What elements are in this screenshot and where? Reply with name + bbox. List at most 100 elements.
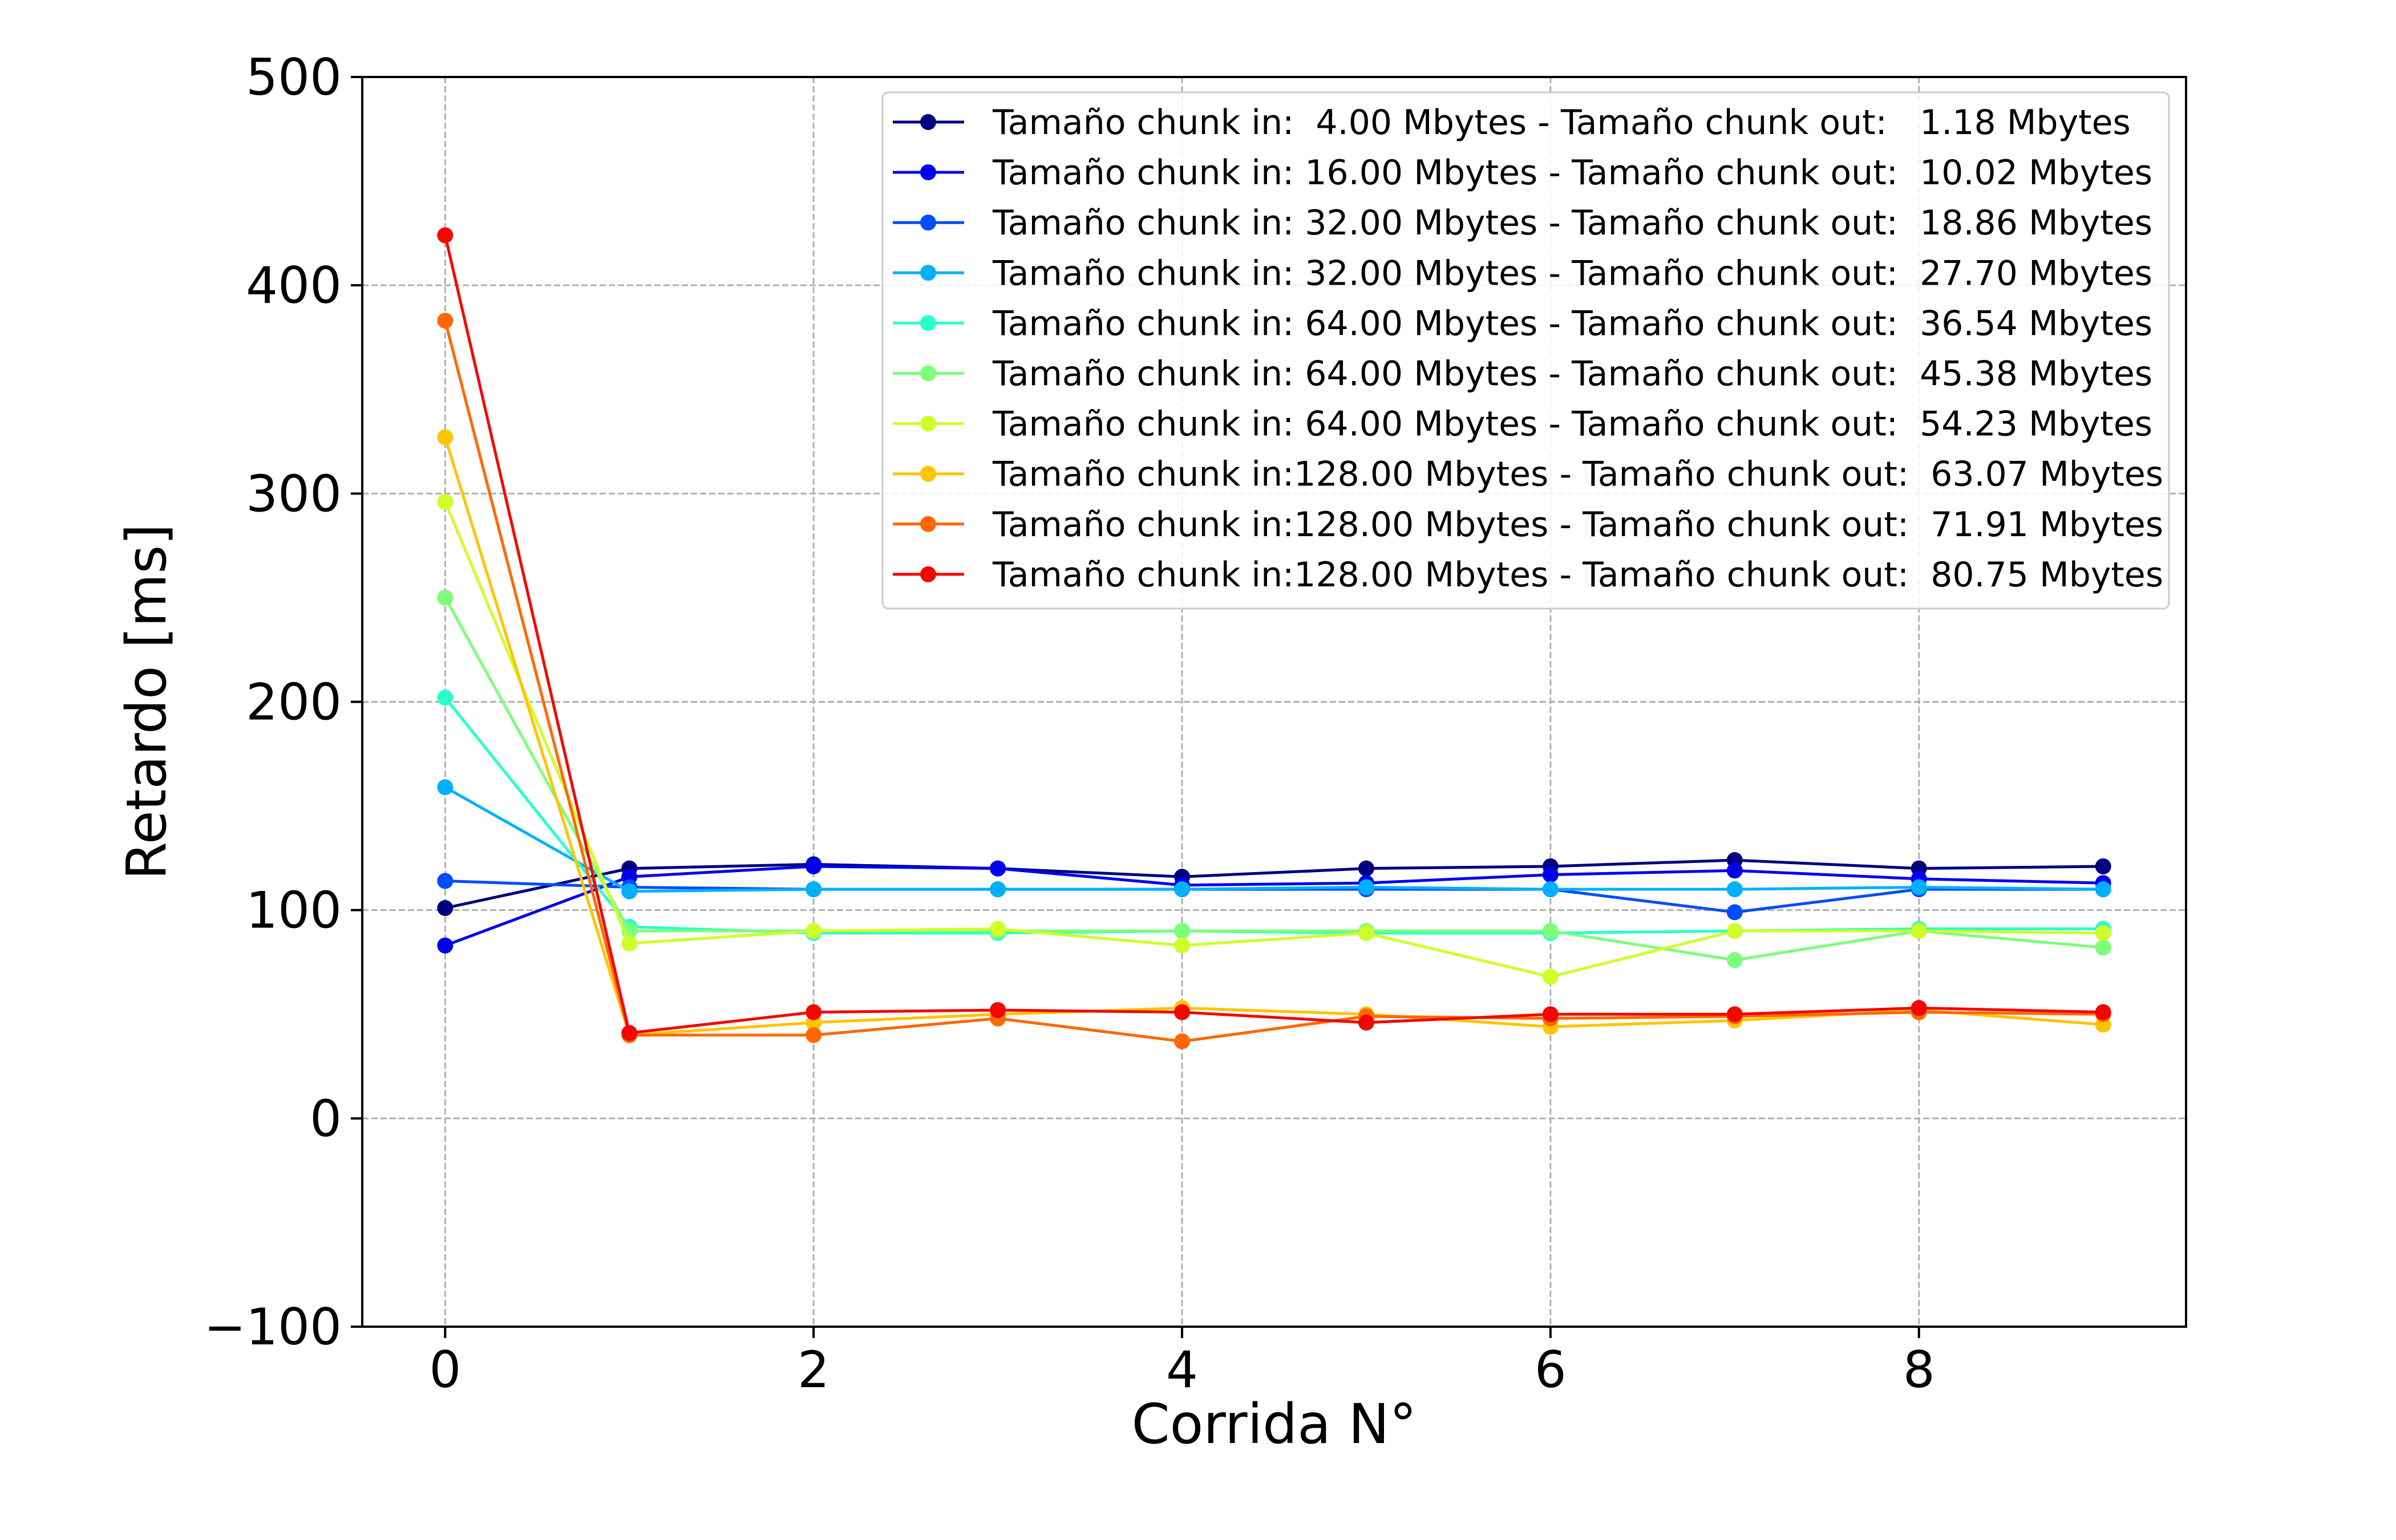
- legend-item: Tamaño chunk in: 16.00 Mbytes - Tamaño c…: [893, 153, 2152, 193]
- legend-marker: [920, 566, 936, 582]
- legend-marker: [920, 465, 936, 482]
- data-point: [1542, 881, 1559, 898]
- data-point: [437, 690, 454, 706]
- legend-label: Tamaño chunk in: 64.00 Mbytes - Tamaño c…: [992, 404, 2152, 444]
- legend-label: Tamaño chunk in: 32.00 Mbytes - Tamaño c…: [992, 253, 2152, 293]
- data-point: [2095, 881, 2111, 898]
- series-line: [445, 880, 2103, 914]
- data-point: [1542, 968, 1559, 985]
- data-point: [1174, 1004, 1191, 1020]
- series-line: [444, 501, 2103, 979]
- x-tick-label: 0: [429, 1340, 461, 1399]
- data-point: [1726, 881, 1743, 898]
- legend-label: Tamaño chunk in: 64.00 Mbytes - Tamaño c…: [992, 354, 2152, 394]
- y-tick-label: −100: [204, 1298, 342, 1356]
- legend-label: Tamaño chunk in: 16.00 Mbytes - Tamaño c…: [992, 153, 2152, 193]
- data-point: [1911, 1000, 1927, 1016]
- legend-item: Tamaño chunk in: 64.00 Mbytes - Tamaño c…: [893, 303, 2152, 343]
- series-line: [444, 865, 2103, 947]
- data-point: [990, 860, 1006, 877]
- data-point: [437, 779, 454, 796]
- legend-label: Tamaño chunk in:128.00 Mbytes - Tamaño c…: [992, 455, 2163, 495]
- data-point: [990, 881, 1006, 898]
- data-point: [1358, 1014, 1374, 1031]
- data-point: [1358, 925, 1374, 941]
- series-line: [444, 597, 2103, 962]
- data-point: [2095, 939, 2111, 956]
- data-point: [621, 883, 638, 899]
- legend-item: Tamaño chunk in: 64.00 Mbytes - Tamaño c…: [893, 404, 2152, 444]
- legend-label: Tamaño chunk in: 4.00 Mbytes - Tamaño ch…: [992, 103, 2131, 143]
- data-point: [621, 1025, 638, 1041]
- series-4: [437, 779, 2111, 899]
- legend-label: Tamaño chunk in:128.00 Mbytes - Tamaño c…: [992, 555, 2163, 595]
- data-point: [437, 873, 454, 889]
- data-point: [437, 589, 454, 606]
- data-point: [2095, 1004, 2111, 1020]
- y-tick-label: 300: [246, 464, 342, 523]
- data-point: [2095, 858, 2111, 874]
- y-axis-label: Retardo [ms]: [115, 524, 179, 880]
- y-tick-label: 0: [310, 1089, 342, 1148]
- data-point: [1174, 923, 1191, 939]
- data-point: [1726, 904, 1743, 921]
- series-6: [437, 589, 2111, 968]
- x-tick-label: 4: [1166, 1340, 1198, 1399]
- y-tick-label: 500: [246, 48, 342, 107]
- legend-marker: [920, 214, 936, 231]
- data-point: [806, 1004, 822, 1020]
- series-line: [444, 858, 2103, 910]
- data-point: [1358, 879, 1374, 895]
- data-point: [437, 429, 454, 445]
- data-point: [990, 1002, 1006, 1018]
- data-point: [437, 900, 454, 917]
- legend-item: Tamaño chunk in: 64.00 Mbytes - Tamaño c…: [893, 354, 2152, 394]
- data-point: [2095, 925, 2111, 941]
- data-point: [1911, 923, 1927, 939]
- legend-item: Tamaño chunk in: 32.00 Mbytes - Tamaño c…: [893, 203, 2152, 243]
- data-point: [1174, 881, 1191, 898]
- x-tick-label: 8: [1903, 1340, 1935, 1399]
- series-line: [443, 320, 2103, 1043]
- legend-item: Tamaño chunk in: 4.00 Mbytes - Tamaño ch…: [893, 103, 2131, 143]
- data-point: [1726, 952, 1743, 968]
- data-point: [1542, 1006, 1559, 1023]
- legend-marker: [920, 315, 936, 331]
- x-axis-label: Corrida N°: [1132, 1392, 1417, 1456]
- legend-label: Tamaño chunk in: 64.00 Mbytes - Tamaño c…: [992, 303, 2152, 343]
- series-5: [437, 690, 2111, 941]
- y-tick-label: 100: [246, 881, 342, 940]
- data-point: [437, 937, 454, 954]
- legend: Tamaño chunk in: 4.00 Mbytes - Tamaño ch…: [881, 91, 2170, 610]
- legend-marker: [920, 114, 936, 130]
- legend-box: [881, 91, 2170, 610]
- legend-label: Tamaño chunk in:128.00 Mbytes - Tamaño c…: [992, 505, 2163, 545]
- legend-marker: [920, 265, 936, 281]
- legend-item: Tamaño chunk in: 32.00 Mbytes - Tamaño c…: [893, 253, 2152, 293]
- legend-item: Tamaño chunk in:128.00 Mbytes - Tamaño c…: [893, 455, 2163, 495]
- series-10: [437, 227, 2111, 1041]
- legend-marker: [920, 516, 936, 532]
- data-point: [1911, 879, 1927, 895]
- y-tick-label: 200: [246, 673, 342, 732]
- series-line: [443, 234, 2103, 1035]
- data-point: [1726, 923, 1743, 939]
- legend-marker: [920, 164, 936, 181]
- data-point: [806, 923, 822, 939]
- legend-marker: [920, 365, 936, 382]
- data-point: [990, 921, 1006, 937]
- data-point: [1726, 862, 1743, 879]
- data-point: [806, 858, 822, 874]
- series-7: [437, 493, 2111, 985]
- legend-label: Tamaño chunk in: 32.00 Mbytes - Tamaño c…: [992, 203, 2152, 243]
- series-3: [437, 873, 2111, 921]
- data-point: [1542, 923, 1559, 939]
- data-point: [806, 1027, 822, 1043]
- ticks: 0 2 4 6 8 −100 0 100 200 300 400 500: [204, 48, 1934, 1399]
- legend-item: Tamaño chunk in:128.00 Mbytes - Tamaño c…: [893, 555, 2163, 595]
- data-point: [806, 881, 822, 898]
- data-point: [621, 935, 638, 952]
- data-point: [1726, 1006, 1743, 1023]
- series-line: [444, 786, 2103, 893]
